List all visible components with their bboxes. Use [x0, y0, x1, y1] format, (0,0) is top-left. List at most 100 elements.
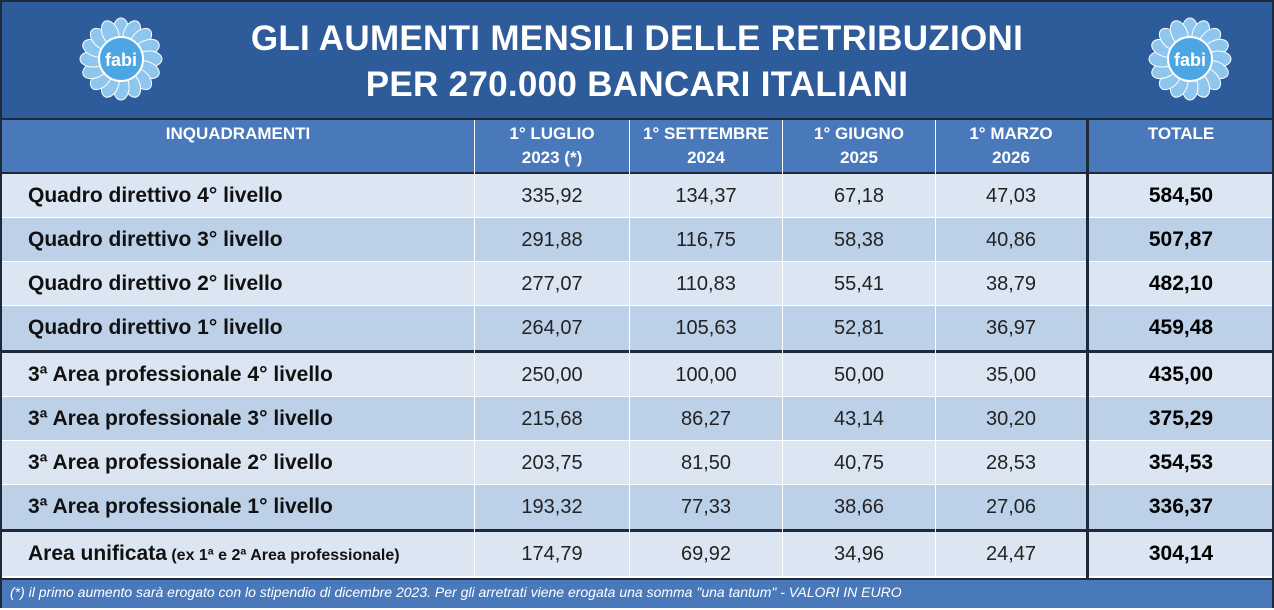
row-label-main: 3ª Area professionale 2° livello — [28, 451, 333, 474]
column-header-settembre-2024: 1° SETTEMBRE 2024 — [643, 124, 769, 167]
total-cell: 584,50 — [1148, 184, 1214, 207]
table-cell: 250,00 — [521, 364, 583, 386]
table-cell: 100,00 — [675, 364, 737, 386]
row-label: Area unificata (ex 1ª e 2ª Area professi… — [28, 532, 400, 576]
table-cell: 134,37 — [675, 185, 737, 207]
row-label: Quadro direttivo 2° livello — [28, 262, 283, 306]
row-label: Quadro direttivo 4° livello — [28, 174, 283, 218]
row-label: 3ª Area professionale 4° livello — [28, 353, 333, 397]
table-cell: 116,75 — [676, 229, 736, 251]
row-separator — [2, 396, 1272, 397]
table-cell: 277,07 — [521, 273, 583, 295]
page-title-line-2: PER 270.000 BANCARI ITALIANI — [365, 65, 909, 104]
table-cell: 77,33 — [680, 496, 732, 518]
row-label-main: Quadro direttivo 1° livello — [28, 316, 283, 339]
total-cell: 354,53 — [1148, 451, 1214, 474]
row-label-main: Quadro direttivo 2° livello — [28, 272, 283, 295]
column-header-totale: TOTALE — [1147, 124, 1215, 143]
page-title-line-1: GLI AUMENTI MENSILI DELLE RETRIBUZIONI — [250, 19, 1024, 58]
table-cell: 291,88 — [521, 229, 583, 251]
table-cell: 38,66 — [833, 496, 885, 518]
table-row: 3ª Area professionale 1° livello 193,32 77… — [2, 485, 1272, 529]
row-label: 3ª Area professionale 1° livello — [28, 485, 333, 529]
table-cell: 40,75 — [833, 452, 885, 474]
row-label: 3ª Area professionale 3° livello — [28, 397, 333, 441]
row-label-main: Quadro direttivo 3° livello — [28, 228, 283, 251]
table-cell: 215,68 — [521, 408, 583, 430]
table-row: Quadro direttivo 1° livello 264,07 105,63 5… — [2, 306, 1272, 350]
table-cell: 203,75 — [521, 452, 583, 474]
table-cell: 34,96 — [833, 543, 885, 565]
footnote-text: (*) il primo aumento sarà erogato con lo… — [10, 584, 902, 600]
table-cell: 67,18 — [833, 185, 885, 207]
column-header-luglio-2023: 1° LUGLIO 2023 (*) — [509, 124, 595, 167]
row-label: 3ª Area professionale 2° livello — [28, 441, 333, 485]
row-separator — [2, 305, 1272, 306]
total-cell: 336,37 — [1148, 495, 1214, 518]
total-column-divider — [1086, 120, 1089, 578]
table-row: Area unificata (ex 1ª e 2ª Area professi… — [2, 532, 1272, 576]
table-row: Quadro direttivo 2° livello 277,07 110,83 5… — [2, 262, 1272, 306]
table-cell: 55,41 — [833, 273, 885, 295]
table-cell: 27,06 — [985, 496, 1037, 518]
total-cell: 375,29 — [1148, 407, 1214, 430]
row-label-main: 3ª Area professionale 1° livello — [28, 495, 333, 518]
row-separator — [2, 261, 1272, 262]
group-separator — [2, 529, 1272, 532]
table-cell: 105,63 — [675, 317, 737, 339]
table-cell: 69,92 — [680, 543, 732, 565]
table-cell: 58,38 — [833, 229, 885, 251]
group-separator — [2, 350, 1272, 353]
title-header: fabi GLI AUMENTI MENSILI DELLE RETRIBUZI… — [2, 2, 1272, 120]
row-label-main: 3ª Area professionale 4° livello — [28, 363, 333, 386]
row-separator — [2, 484, 1272, 485]
column-divider — [629, 120, 630, 578]
total-cell: 435,00 — [1148, 363, 1214, 386]
daisy-logo-icon: fabi — [79, 17, 163, 101]
table-cell: 52,81 — [833, 317, 885, 339]
table-cell: 24,47 — [985, 543, 1037, 565]
daisy-logo-icon: fabi — [1148, 17, 1232, 101]
column-header-marzo-2026: 1° MARZO 2026 — [969, 124, 1053, 167]
row-label-note: (ex 1ª e 2ª Area professionale) — [166, 547, 400, 564]
table-cell: 264,07 — [521, 317, 583, 339]
column-header-giugno-2025: 1° GIUGNO 2025 — [814, 124, 904, 167]
table-cell: 38,79 — [985, 273, 1037, 295]
row-label-main: 3ª Area professionale 3° livello — [28, 407, 333, 430]
row-separator — [2, 440, 1272, 441]
table-cell: 86,27 — [680, 408, 732, 430]
row-label-main: Quadro direttivo 4° livello — [28, 184, 283, 207]
total-cell: 459,48 — [1148, 316, 1214, 339]
table-cell: 36,97 — [985, 317, 1037, 339]
total-cell: 507,87 — [1148, 228, 1214, 251]
table-cell: 30,20 — [985, 408, 1037, 430]
table-cell: 50,00 — [833, 364, 885, 386]
column-divider — [782, 120, 783, 578]
column-divider — [474, 120, 475, 578]
table-cell: 81,50 — [680, 452, 732, 474]
logo-text: fabi — [1174, 50, 1206, 70]
column-divider — [935, 120, 936, 578]
row-label: Quadro direttivo 3° livello — [28, 218, 283, 262]
footnote-bar: (*) il primo aumento sarà erogato con lo… — [2, 578, 1272, 608]
table-row: 3ª Area professionale 4° livello 250,00 10… — [2, 353, 1272, 397]
table-cell: 110,83 — [676, 273, 736, 295]
table-cell: 47,03 — [985, 185, 1037, 207]
table-row: 3ª Area professionale 2° livello 203,75 81… — [2, 441, 1272, 485]
table-cell: 40,86 — [985, 229, 1037, 251]
logo-text: fabi — [105, 50, 137, 70]
table-cell: 35,00 — [985, 364, 1037, 386]
column-header-row: INQUADRAMENTI 1° LUGLIO 2023 (*) 1° SETT… — [2, 120, 1272, 174]
table-cell: 193,32 — [521, 496, 583, 518]
table-row: 3ª Area professionale 3° livello 215,68 86… — [2, 397, 1272, 441]
table-cell: 174,79 — [521, 543, 583, 565]
column-header-inquadramenti: INQUADRAMENTI — [165, 124, 311, 143]
row-label-main: Area unificata — [28, 542, 167, 565]
row-label: Quadro direttivo 1° livello — [28, 306, 283, 350]
table-row: Quadro direttivo 4° livello 335,92 134,37 6… — [2, 174, 1272, 218]
table-row: Quadro direttivo 3° livello 291,88 116,75 5… — [2, 218, 1272, 262]
table-cell: 335,92 — [521, 185, 583, 207]
total-cell: 304,14 — [1148, 542, 1214, 565]
table-cell: 43,14 — [833, 408, 885, 430]
